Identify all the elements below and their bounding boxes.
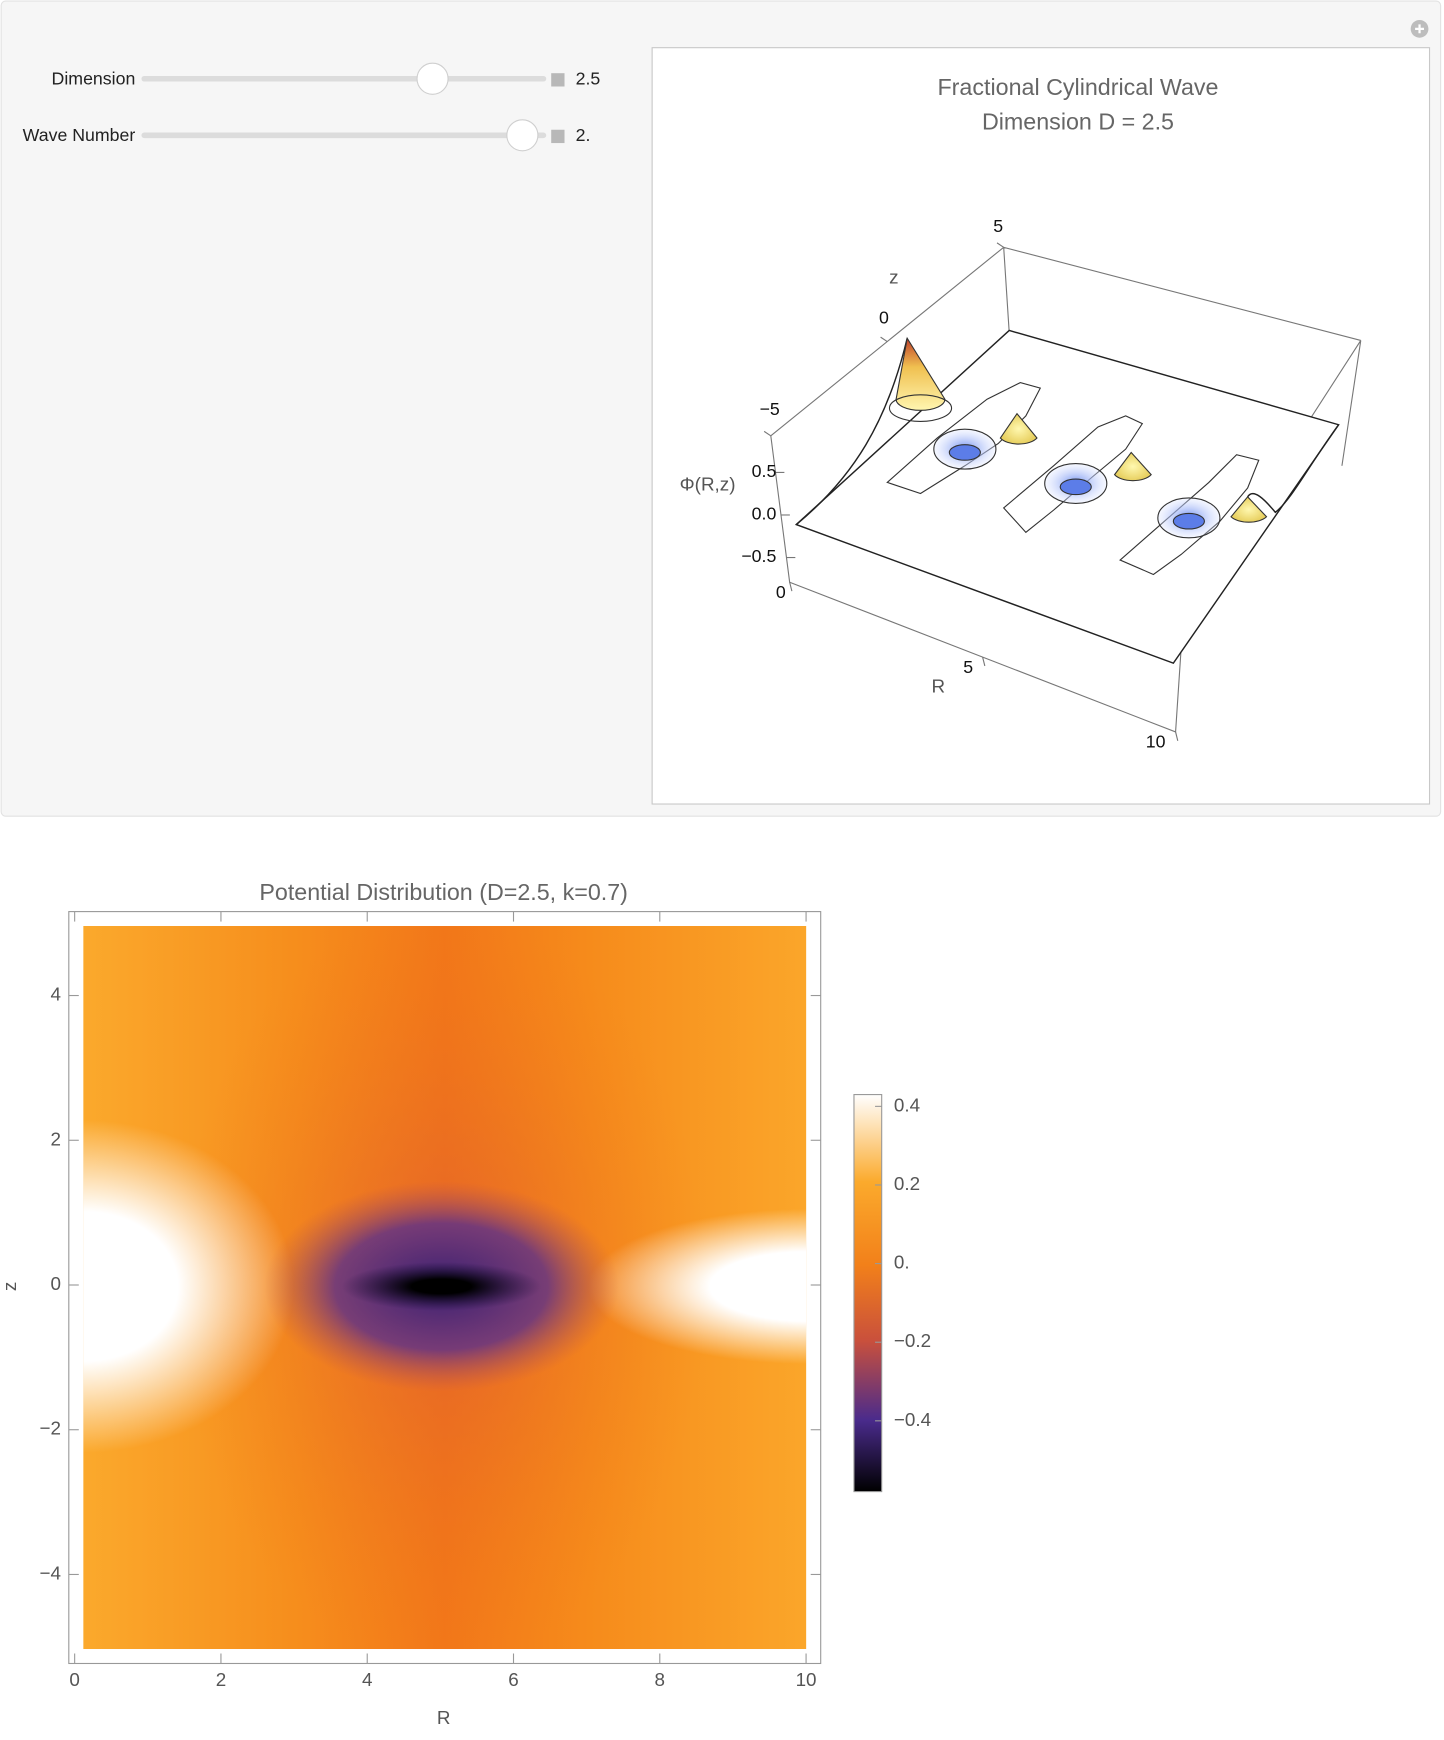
z-axis-label: Φ(R,z) bbox=[680, 474, 736, 495]
colorbar bbox=[853, 1094, 883, 1493]
z-tick-label: 0.5 bbox=[752, 461, 777, 481]
tick-mark bbox=[1175, 731, 1179, 741]
peak bbox=[1113, 451, 1152, 482]
y-tick-label: −5 bbox=[760, 399, 780, 419]
x-axis-label: R bbox=[931, 676, 945, 697]
slider-value: 2. bbox=[576, 125, 591, 145]
surface-plot bbox=[770, 246, 1362, 733]
dip bbox=[948, 444, 981, 461]
colorbar-tick-label: 0. bbox=[894, 1252, 910, 1273]
slider-label: Dimension bbox=[52, 69, 136, 89]
x-tick-label: 6 bbox=[508, 1669, 518, 1690]
chart-title: Fractional Cylindrical Wave bbox=[937, 74, 1218, 100]
x-tick-label: 0 bbox=[69, 1669, 79, 1690]
y-tick-label: 0 bbox=[879, 308, 889, 328]
x-tick-label: 10 bbox=[1146, 732, 1166, 752]
y-tick-label: 2 bbox=[51, 1128, 61, 1149]
surface-edge bbox=[795, 338, 908, 526]
tick-mark bbox=[982, 656, 986, 667]
y-tick-label: 4 bbox=[51, 984, 61, 1005]
y-tick-label: −4 bbox=[40, 1562, 62, 1583]
tick-mark bbox=[763, 430, 772, 437]
y-tick-label: −2 bbox=[40, 1418, 62, 1439]
contour bbox=[888, 394, 953, 422]
colorbar-tick-label: −0.2 bbox=[894, 1330, 931, 1351]
peak bbox=[1230, 495, 1268, 523]
x-tick-label: 5 bbox=[963, 657, 973, 677]
y-axis-label: z bbox=[889, 266, 898, 287]
x-axis-label: R bbox=[437, 1707, 451, 1728]
z-tick-label: 0.0 bbox=[752, 504, 777, 524]
y-tick-label: 5 bbox=[993, 216, 1003, 236]
z-tick-label: −0.5 bbox=[741, 546, 776, 566]
tick-mark bbox=[789, 582, 793, 592]
plot-frame bbox=[68, 911, 822, 1665]
chart-title: Potential Distribution (D=2.5, k=0.7) bbox=[259, 879, 628, 905]
dip bbox=[1172, 512, 1205, 530]
slider-knob[interactable] bbox=[506, 119, 539, 152]
expand-button[interactable] bbox=[551, 73, 565, 87]
density-field bbox=[83, 926, 807, 1650]
y-axis-label: z bbox=[0, 1282, 20, 1291]
slider-label: Wave Number bbox=[23, 125, 136, 145]
tick-mark bbox=[880, 336, 888, 343]
expand-button[interactable] bbox=[551, 129, 565, 144]
peak bbox=[999, 412, 1038, 445]
field bbox=[587, 1208, 807, 1365]
colorbar-tick-label: 0.4 bbox=[894, 1094, 920, 1115]
slider-value: 2.5 bbox=[576, 69, 601, 89]
chart-subtitle: Dimension D = 2.5 bbox=[982, 108, 1174, 134]
field bbox=[341, 1262, 542, 1311]
tick-mark bbox=[996, 242, 1004, 248]
colorbar-tick-label: 0.2 bbox=[894, 1173, 920, 1194]
x-tick-label: 2 bbox=[216, 1669, 226, 1690]
field bbox=[83, 1120, 294, 1453]
slider-knob[interactable] bbox=[416, 62, 449, 95]
y-tick-label: 0 bbox=[51, 1273, 61, 1294]
x-tick-label: 4 bbox=[362, 1669, 372, 1690]
x-tick-label: 8 bbox=[655, 1669, 665, 1690]
surface-edge bbox=[1247, 424, 1340, 514]
x-tick-label: 10 bbox=[796, 1669, 817, 1690]
dip bbox=[1059, 478, 1092, 496]
colorbar-tick-label: −0.4 bbox=[894, 1409, 931, 1430]
x-tick-label: 0 bbox=[776, 582, 786, 602]
options-icon bbox=[1415, 24, 1424, 34]
peak bbox=[895, 336, 946, 411]
